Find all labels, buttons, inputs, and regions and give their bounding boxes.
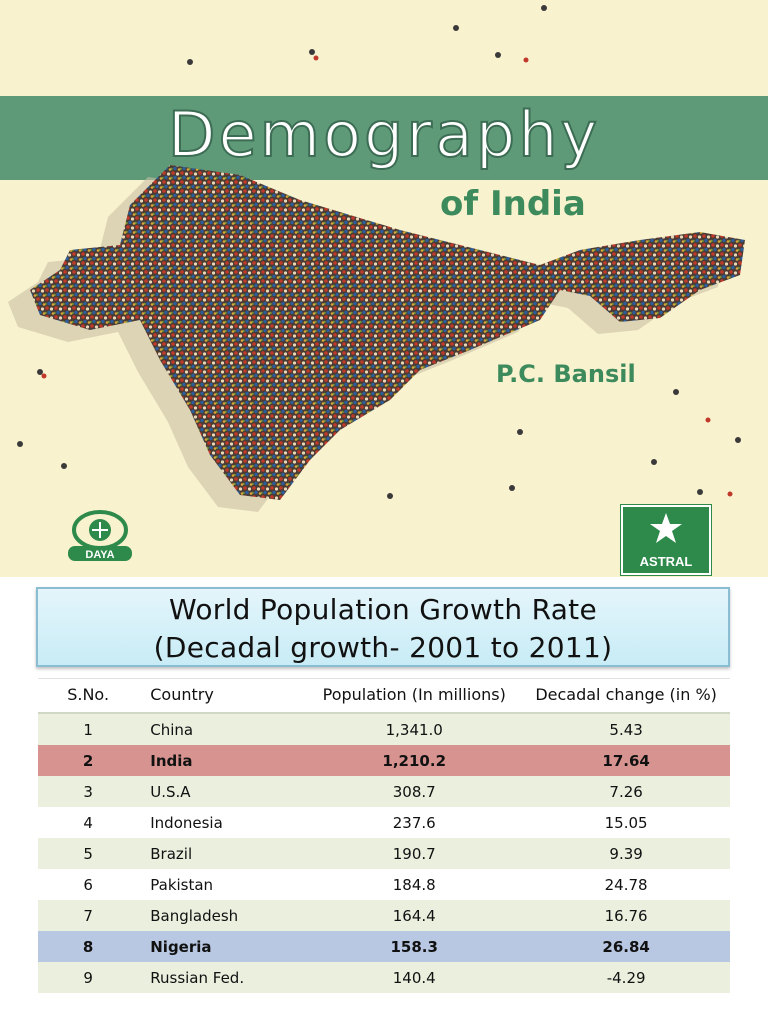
cell-decadal-change: 16.76 [522, 900, 730, 931]
book-author: P.C. Bansil [496, 360, 636, 388]
cell-decadal-change: 17.64 [522, 745, 730, 776]
cell-country: Bangladesh [138, 900, 307, 931]
book-subtitle: of India [440, 184, 586, 224]
cell-sno: 7 [38, 900, 139, 931]
table-body: 1 China 1,341.0 5.43 2 India 1,210.2 17.64 3 U.S.… [38, 713, 730, 993]
cell-sno: 5 [38, 838, 139, 869]
table-row: 6 Pakistan 184.8 24.78 [38, 869, 730, 900]
india-map-crowd-image [8, 5, 745, 512]
table-row: 9 Russian Fed. 140.4 -4.29 [38, 962, 730, 993]
cell-country: Nigeria [138, 931, 307, 962]
cell-population: 158.3 [306, 931, 523, 962]
cell-population: 308.7 [306, 776, 523, 807]
cell-sno: 6 [38, 869, 139, 900]
cell-population: 140.4 [306, 962, 523, 993]
cell-sno: 1 [38, 713, 139, 745]
cell-decadal-change: 26.84 [522, 931, 730, 962]
book-cover: Demography of India P.C. Bansil DAYA AST… [0, 0, 768, 577]
daya-logo: DAYA [58, 508, 142, 562]
header-country: Country [138, 678, 307, 714]
cell-country: Indonesia [138, 807, 307, 838]
astral-logo: ASTRAL [621, 505, 711, 575]
cell-decadal-change: 7.26 [522, 776, 730, 807]
table-header-row: S.No. Country Population (In millions) D… [38, 678, 730, 714]
cell-country: China [138, 713, 307, 745]
population-table: S.No. Country Population (In millions) D… [38, 678, 730, 993]
slide-title-box: World Population Growth Rate (Decadal gr… [36, 587, 730, 667]
cell-population: 237.6 [306, 807, 523, 838]
cell-decadal-change: 9.39 [522, 838, 730, 869]
table-row: 2 India 1,210.2 17.64 [38, 745, 730, 776]
cell-decadal-change: 15.05 [522, 807, 730, 838]
cell-country: U.S.A [138, 776, 307, 807]
slide-title-line1: World Population Growth Rate [168, 593, 597, 626]
daya-logo-text: DAYA [85, 549, 114, 561]
cell-sno: 4 [38, 807, 139, 838]
star-icon [650, 513, 682, 543]
slide-title-line2: (Decadal growth- 2001 to 2011) [153, 631, 613, 664]
cell-decadal-change: 24.78 [522, 869, 730, 900]
table-row: 1 China 1,341.0 5.43 [38, 713, 730, 745]
astral-logo-text: ASTRAL [639, 554, 693, 569]
cell-population: 164.4 [306, 900, 523, 931]
cell-country: India [138, 745, 307, 776]
cell-country: Brazil [138, 838, 307, 869]
cell-sno: 9 [38, 962, 139, 993]
cell-country: Russian Fed. [138, 962, 307, 993]
cell-population: 1,210.2 [306, 745, 523, 776]
cell-sno: 3 [38, 776, 139, 807]
title-band [0, 96, 768, 180]
cell-population: 184.8 [306, 869, 523, 900]
cell-population: 190.7 [306, 838, 523, 869]
book-title: Demography [167, 98, 601, 171]
cell-sno: 2 [38, 745, 139, 776]
cell-sno: 8 [38, 931, 139, 962]
cell-decadal-change: 5.43 [522, 713, 730, 745]
header-decadal-change: Decadal change (in %) [522, 678, 730, 714]
header-population: Population (In millions) [306, 678, 523, 714]
table-row: 5 Brazil 190.7 9.39 [38, 838, 730, 869]
table-row: 3 U.S.A 308.7 7.26 [38, 776, 730, 807]
header-sno: S.No. [38, 678, 139, 714]
cell-decadal-change: -4.29 [522, 962, 730, 993]
cell-population: 1,341.0 [306, 713, 523, 745]
table-row: 7 Bangladesh 164.4 16.76 [38, 900, 730, 931]
table-row: 8 Nigeria 158.3 26.84 [38, 931, 730, 962]
table-row: 4 Indonesia 237.6 15.05 [38, 807, 730, 838]
cell-country: Pakistan [138, 869, 307, 900]
